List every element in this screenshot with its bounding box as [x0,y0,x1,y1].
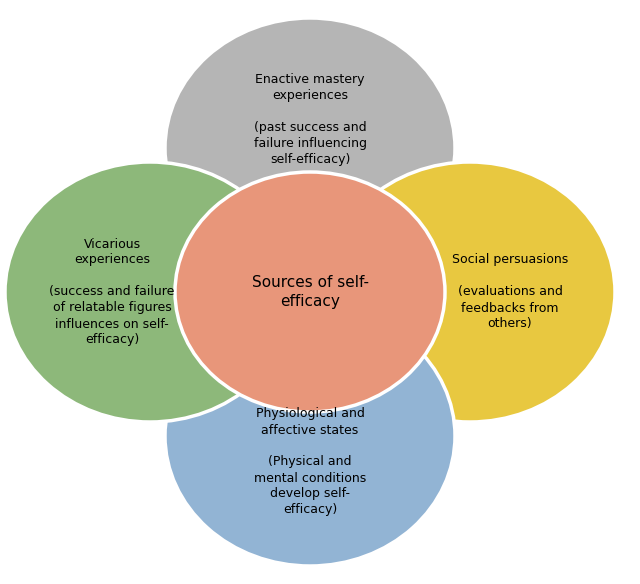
Text: Physiological and
affective states

(Physical and
mental conditions
develop self: Physiological and affective states (Phys… [254,408,366,516]
Text: Sources of self-
efficacy: Sources of self- efficacy [252,274,369,310]
Ellipse shape [5,162,295,422]
Ellipse shape [165,306,455,566]
Text: Enactive mastery
experiences

(past success and
failure influencing
self-efficac: Enactive mastery experiences (past succe… [253,74,367,166]
Ellipse shape [165,18,455,278]
Text: Vicarious
experiences

(success and failure
of relatable figures
influences on s: Vicarious experiences (success and failu… [49,238,175,346]
Ellipse shape [175,172,445,412]
Text: Social persuasions

(evaluations and
feedbacks from
others): Social persuasions (evaluations and feed… [452,253,568,331]
Ellipse shape [325,162,615,422]
